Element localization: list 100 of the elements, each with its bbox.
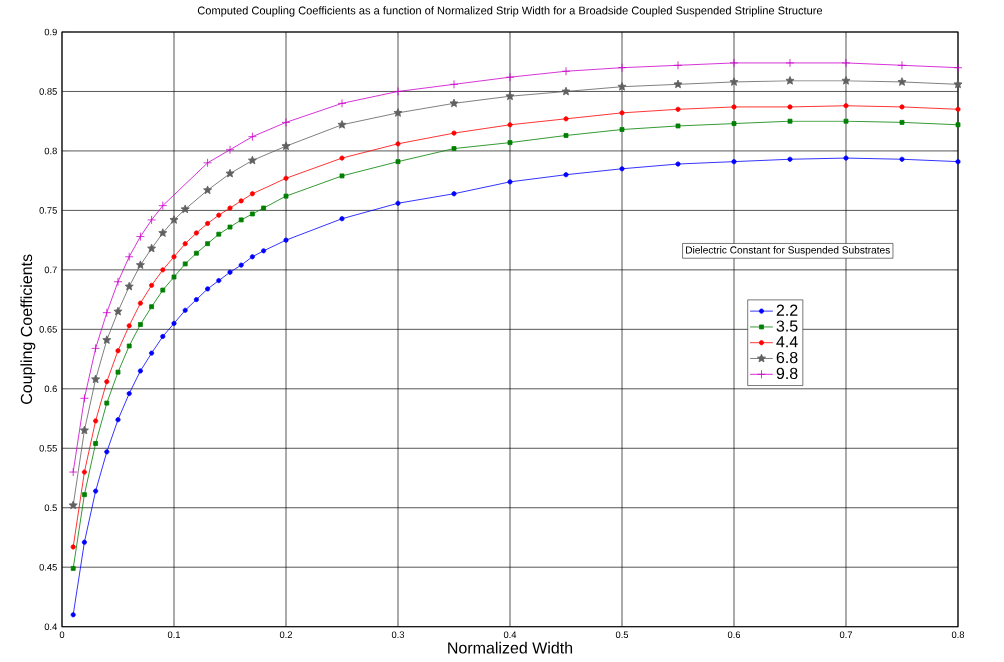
point (149, 282, 155, 288)
point (115, 348, 121, 354)
point (675, 106, 681, 112)
point (249, 254, 255, 260)
y-tick-label: 0.7 (44, 266, 57, 274)
point (843, 155, 849, 161)
point (249, 191, 255, 197)
point (227, 269, 233, 275)
point (675, 161, 681, 167)
point (203, 158, 212, 168)
point (899, 104, 905, 110)
point (563, 116, 569, 122)
point (843, 118, 849, 124)
point (619, 110, 625, 116)
point (169, 215, 179, 224)
x-tick-label: 0.4 (503, 631, 517, 638)
point (138, 322, 143, 327)
point (80, 393, 89, 403)
point (561, 86, 571, 96)
point (149, 350, 155, 356)
legend-label: 9.8 (776, 367, 798, 380)
point (115, 369, 121, 375)
point (339, 155, 345, 161)
legend-label: 4.4 (776, 336, 798, 348)
point (115, 417, 121, 423)
point (955, 122, 961, 128)
point (225, 168, 235, 178)
y-tick-label: 0.4 (44, 623, 58, 630)
point (619, 166, 625, 172)
point (261, 205, 266, 211)
y-tick-label: 0.75 (39, 207, 57, 214)
point (238, 217, 244, 223)
point (68, 500, 78, 510)
point (339, 173, 345, 179)
point (193, 297, 199, 303)
point (785, 58, 795, 68)
point (93, 418, 99, 424)
y-tick-label: 0.9 (44, 28, 57, 36)
point (158, 228, 168, 237)
y-tick-label: 0.85 (39, 88, 57, 95)
point (953, 79, 963, 89)
point (104, 449, 110, 455)
chart-title: Computed Coupling Coefficients as a function of Normalized Strip Width for a Broadside Coupled Suspended Stripline Structure (197, 6, 823, 17)
point (731, 104, 737, 110)
point (787, 104, 793, 110)
point (205, 220, 211, 227)
point (124, 252, 134, 262)
point (182, 241, 188, 247)
point (193, 230, 199, 236)
point (507, 179, 513, 185)
point (182, 307, 188, 313)
point (675, 123, 681, 129)
point (205, 241, 210, 247)
point (91, 343, 100, 353)
point (563, 172, 569, 178)
point (787, 156, 793, 162)
point (205, 286, 211, 292)
y-tick-label: 0.8 (44, 147, 57, 155)
point (729, 58, 739, 68)
point (70, 565, 76, 571)
point (81, 539, 87, 545)
point (843, 103, 849, 109)
point (102, 335, 112, 344)
point (393, 87, 403, 96)
point (70, 544, 76, 550)
point (194, 250, 199, 256)
point (899, 156, 905, 162)
point (203, 185, 213, 195)
point (505, 72, 515, 82)
x-tick-label: 0.1 (167, 631, 181, 638)
point (160, 267, 166, 273)
point (451, 146, 457, 151)
point (505, 91, 515, 101)
y-tick-label: 0.65 (39, 326, 57, 333)
point (171, 254, 177, 260)
point (248, 132, 257, 142)
x-tick-label: 0 (59, 631, 65, 638)
x-tick-label: 0.5 (615, 631, 629, 638)
point (113, 277, 123, 287)
point (70, 612, 76, 618)
y-tick-label: 0.55 (39, 444, 57, 452)
point (899, 119, 905, 125)
point (393, 108, 403, 117)
point (449, 98, 459, 108)
point (673, 79, 683, 89)
point (507, 122, 513, 128)
point (216, 212, 222, 218)
point (171, 320, 177, 326)
point (113, 306, 123, 316)
point (337, 98, 347, 108)
point (731, 159, 737, 165)
point (147, 215, 156, 225)
x-tick-label: 0.8 (951, 631, 965, 638)
point (171, 274, 177, 280)
point (81, 469, 87, 475)
point (180, 204, 190, 214)
point (137, 368, 143, 374)
point (227, 224, 233, 230)
point (841, 58, 851, 68)
point (250, 211, 255, 217)
